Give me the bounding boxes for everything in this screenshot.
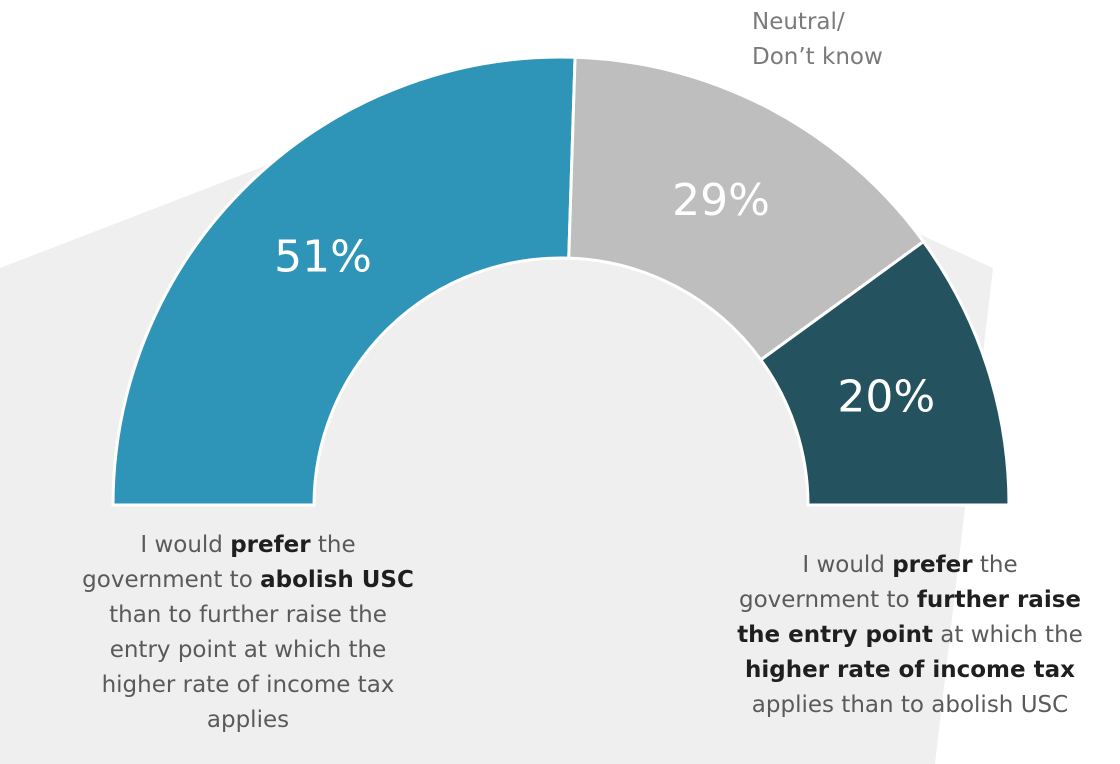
label-line: than to further raise the <box>109 602 387 628</box>
value-label: 29% <box>672 175 770 226</box>
label-run: higher rate of income tax <box>745 657 1075 683</box>
label-run: abolish USC <box>260 567 414 593</box>
category-label: Neutral/Don’t know <box>752 9 883 70</box>
label-run: government to <box>82 567 260 593</box>
label-run: I would <box>140 532 230 558</box>
label-run: I would <box>802 552 892 578</box>
label-line: applies <box>207 707 289 733</box>
category-label: I would prefer the government to further … <box>737 552 1083 718</box>
label-line: Neutral/ <box>752 9 845 35</box>
label-line: I would prefer the <box>802 552 1017 578</box>
segment <box>111 55 577 507</box>
label-run: higher rate of income tax <box>102 672 395 698</box>
label-run: the entry point <box>737 622 933 648</box>
label-run: applies than to abolish USC <box>752 692 1068 718</box>
label-run: the <box>973 552 1018 578</box>
label-run: entry point at which the <box>110 637 387 663</box>
label-line: higher rate of income tax <box>102 672 395 698</box>
label-run: Don’t know <box>752 44 883 70</box>
value-label: 51% <box>274 231 372 282</box>
label-line: Don’t know <box>752 44 883 70</box>
value-label: 20% <box>837 371 935 422</box>
label-line: higher rate of income tax <box>745 657 1075 683</box>
segment <box>758 239 1011 507</box>
label-line: the entry point at which the <box>737 622 1083 648</box>
label-run: government to <box>739 587 917 613</box>
segment <box>567 55 926 362</box>
label-run: at which the <box>933 622 1083 648</box>
label-line: entry point at which the <box>110 637 387 663</box>
label-line: government to abolish USC <box>82 567 414 593</box>
label-run: the <box>311 532 356 558</box>
label-run: than to further raise the <box>109 602 387 628</box>
label-run: further raise <box>917 587 1081 613</box>
label-run: Neutral/ <box>752 9 845 35</box>
label-line: government to further raise <box>739 587 1081 613</box>
label-run: prefer <box>230 532 311 558</box>
label-line: I would prefer the <box>140 532 355 558</box>
label-run: applies <box>207 707 289 733</box>
label-line: applies than to abolish USC <box>752 692 1068 718</box>
label-run: prefer <box>892 552 973 578</box>
category-label: I would prefer the government to abolish … <box>82 532 414 733</box>
